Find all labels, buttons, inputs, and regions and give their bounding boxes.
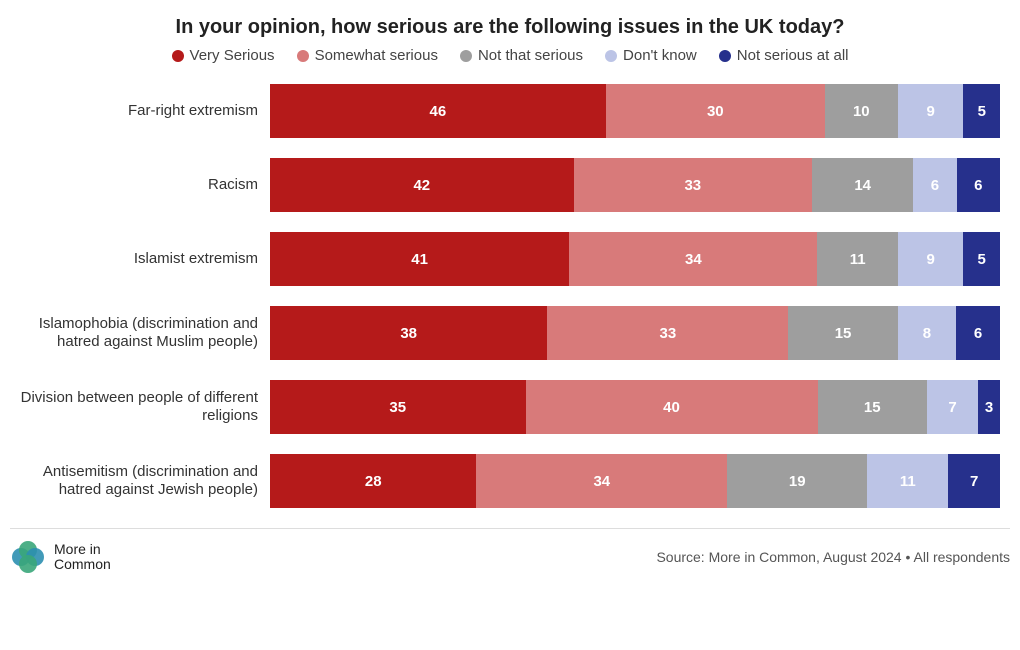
row-label: Division between people of different rel… bbox=[10, 389, 270, 425]
bar-segment: 8 bbox=[898, 306, 956, 360]
chart-row: Far-right extremism46301095 bbox=[10, 84, 1000, 138]
row-label: Islamist extremism bbox=[10, 250, 270, 268]
bar-segment: 5 bbox=[963, 232, 1000, 286]
chart-title: In your opinion, how serious are the fol… bbox=[10, 16, 1010, 39]
bar-segment: 10 bbox=[825, 84, 898, 138]
bar-segment: 14 bbox=[812, 158, 913, 212]
stacked-bar: 283419117 bbox=[270, 454, 1000, 508]
bar-segment: 11 bbox=[867, 454, 948, 508]
bar-segment: 34 bbox=[569, 232, 817, 286]
legend-label: Not that serious bbox=[478, 47, 583, 64]
chart-area: Far-right extremism46301095Racism4233146… bbox=[10, 84, 1010, 508]
legend: Very Serious Somewhat serious Not that ser… bbox=[10, 47, 1010, 64]
legend-swatch-icon bbox=[460, 50, 472, 62]
row-label: Far-right extremism bbox=[10, 102, 270, 120]
bar-segment: 3 bbox=[978, 380, 1000, 434]
stacked-bar: 38331586 bbox=[270, 306, 1000, 360]
legend-label: Very Serious bbox=[190, 47, 275, 64]
bar-segment: 42 bbox=[270, 158, 574, 212]
logo-mark-icon bbox=[10, 539, 46, 575]
bar-segment: 19 bbox=[727, 454, 867, 508]
bar-segment: 11 bbox=[817, 232, 897, 286]
bar-segment: 40 bbox=[526, 380, 818, 434]
legend-item: Not serious at all bbox=[719, 47, 849, 64]
bar-segment: 41 bbox=[270, 232, 569, 286]
bar-segment: 15 bbox=[818, 380, 928, 434]
legend-item: Very Serious bbox=[172, 47, 275, 64]
row-label: Islamophobia (discrimination and hatred … bbox=[10, 315, 270, 351]
legend-label: Don't know bbox=[623, 47, 697, 64]
legend-swatch-icon bbox=[172, 50, 184, 62]
bar-segment: 7 bbox=[927, 380, 978, 434]
footer: More inCommon Source: More in Common, Au… bbox=[10, 528, 1010, 575]
row-label: Antisemitism (discrimination and hatred … bbox=[10, 463, 270, 499]
legend-swatch-icon bbox=[605, 50, 617, 62]
bar-segment: 35 bbox=[270, 380, 526, 434]
chart-row: Racism42331466 bbox=[10, 158, 1000, 212]
bar-segment: 28 bbox=[270, 454, 476, 508]
legend-swatch-icon bbox=[297, 50, 309, 62]
bar-segment: 33 bbox=[547, 306, 788, 360]
chart-row: Islamophobia (discrimination and hatred … bbox=[10, 306, 1000, 360]
chart-row: Antisemitism (discrimination and hatred … bbox=[10, 454, 1000, 508]
legend-item: Not that serious bbox=[460, 47, 583, 64]
row-label: Racism bbox=[10, 176, 270, 194]
bar-segment: 46 bbox=[270, 84, 606, 138]
stacked-bar: 46301095 bbox=[270, 84, 1000, 138]
bar-segment: 33 bbox=[574, 158, 813, 212]
bar-segment: 7 bbox=[948, 454, 1000, 508]
stacked-bar: 41341195 bbox=[270, 232, 1000, 286]
bar-segment: 15 bbox=[788, 306, 898, 360]
bar-segment: 6 bbox=[956, 306, 1000, 360]
source-text: Source: More in Common, August 2024 • Al… bbox=[656, 549, 1010, 565]
bar-segment: 6 bbox=[957, 158, 1000, 212]
legend-item: Somewhat serious bbox=[297, 47, 438, 64]
stacked-bar: 42331466 bbox=[270, 158, 1000, 212]
legend-item: Don't know bbox=[605, 47, 697, 64]
legend-label: Not serious at all bbox=[737, 47, 849, 64]
bar-segment: 5 bbox=[963, 84, 1000, 138]
logo: More inCommon bbox=[10, 539, 111, 575]
logo-text: More inCommon bbox=[54, 542, 111, 573]
bar-segment: 9 bbox=[898, 232, 964, 286]
bar-segment: 34 bbox=[476, 454, 727, 508]
chart-row: Division between people of different rel… bbox=[10, 380, 1000, 434]
chart-row: Islamist extremism41341195 bbox=[10, 232, 1000, 286]
bar-segment: 30 bbox=[606, 84, 825, 138]
legend-swatch-icon bbox=[719, 50, 731, 62]
bar-segment: 9 bbox=[898, 84, 964, 138]
bar-segment: 6 bbox=[913, 158, 956, 212]
legend-label: Somewhat serious bbox=[315, 47, 438, 64]
stacked-bar: 35401573 bbox=[270, 380, 1000, 434]
bar-segment: 38 bbox=[270, 306, 547, 360]
